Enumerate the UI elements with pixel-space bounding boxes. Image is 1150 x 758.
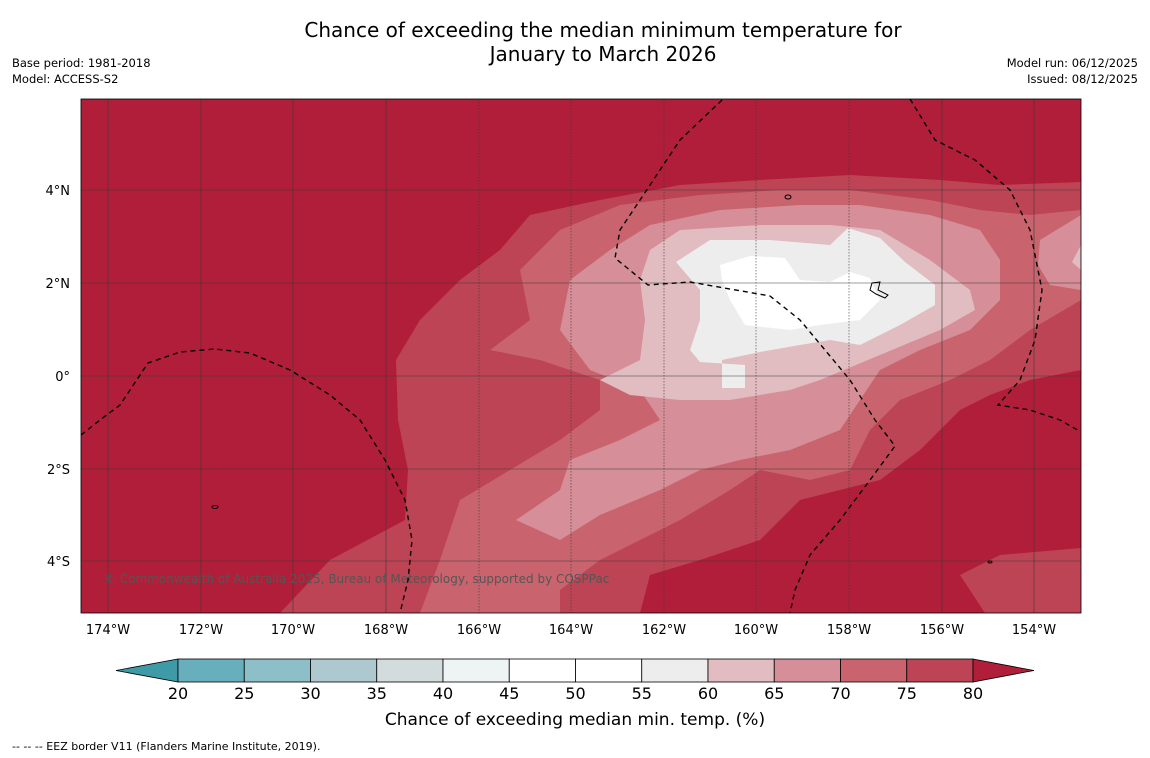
colorbar-segment — [442, 658, 510, 683]
lon-label: 160°W — [734, 623, 778, 638]
title-line-1: Chance of exceeding the median minimum t… — [304, 18, 902, 42]
lon-label: 158°W — [827, 623, 871, 638]
colorbar-segment — [840, 658, 908, 683]
lon-label: 168°W — [364, 623, 408, 638]
colorbar-tick-label: 75 — [897, 684, 917, 703]
lon-label: 174°W — [86, 623, 130, 638]
colorbar-tick-label: 40 — [433, 684, 453, 703]
lat-label: 0° — [55, 370, 70, 385]
band-75-80-east — [960, 548, 1081, 613]
band-60-65-east — [1072, 245, 1081, 270]
colorbar-segment — [773, 658, 841, 683]
base-period: Base period: 1981-2018 — [12, 56, 151, 70]
colorbar-tick-label: 55 — [632, 684, 652, 703]
lon-label: 172°W — [179, 623, 223, 638]
lon-label: 166°W — [457, 623, 501, 638]
colorbar-segment — [310, 658, 378, 683]
colorbar-tick-label: 35 — [367, 684, 387, 703]
longitude-labels: 174°W 172°W 170°W 168°W 166°W 164°W 162°W 160°W… — [86, 623, 1056, 638]
colorbar-segment — [243, 658, 311, 683]
model-name: Model: ACCESS-S2 — [12, 72, 119, 86]
colorbar-segment — [575, 658, 643, 683]
lon-label: 156°W — [920, 623, 964, 638]
colorbar-tick-label: 60 — [698, 684, 718, 703]
eez-borders — [81, 99, 1081, 613]
lon-label: 164°W — [549, 623, 593, 638]
lat-label: 4°S — [47, 555, 70, 570]
lon-label: 162°W — [642, 623, 686, 638]
lat-label: 4°N — [46, 184, 71, 199]
colorbar-tick-label: 30 — [300, 684, 320, 703]
colorbar-tick-label: 25 — [234, 684, 254, 703]
colorbar-extend-low — [115, 658, 179, 683]
meta-right: Model run: 06/12/2025 Issued: 08/12/2025 — [1007, 55, 1138, 87]
colorbar-segment — [707, 658, 775, 683]
colorbar-segment — [376, 658, 444, 683]
band-65-70-east — [1038, 215, 1081, 290]
colorbar: 20 25 30 35 40 45 50 55 60 65 70 75 80 — [115, 658, 1035, 703]
colorbar-segment — [177, 658, 245, 683]
map-frame — [80, 98, 1082, 614]
colorbar-tick-label: 65 — [764, 684, 784, 703]
colorbar-tick-label: 50 — [565, 684, 585, 703]
colorbar-tick-label: 80 — [963, 684, 983, 703]
issued-date: Issued: 08/12/2025 — [1027, 72, 1138, 86]
colorbar-title: Chance of exceeding median min. temp. (%… — [385, 710, 765, 730]
latitude-labels: 4°N 2°N 0° 2°S 4°S — [46, 184, 71, 570]
eez-footnote: -- -- -- EEZ border V11 (Flanders Marine… — [12, 740, 321, 753]
band-50-55 — [720, 256, 880, 330]
colorbar-tick-label: 20 — [168, 684, 188, 703]
lat-label: 2°S — [47, 463, 70, 478]
model-run: Model run: 06/12/2025 — [1006, 56, 1138, 70]
colorbar-tick-label: 45 — [499, 684, 519, 703]
lat-label: 2°N — [46, 277, 71, 292]
lon-label: 170°W — [271, 623, 315, 638]
lon-label: 154°W — [1012, 623, 1056, 638]
colorbar-tick-label: 70 — [830, 684, 850, 703]
colorbar-segment — [508, 658, 576, 683]
map-title: Chance of exceeding the median minimum t… — [0, 18, 1150, 66]
colorbar-segment — [906, 658, 974, 683]
colorbar-segment — [641, 658, 709, 683]
island-outlines — [211, 194, 993, 564]
gridlines — [81, 99, 1081, 613]
meta-left: Base period: 1981-2018 Model: ACCESS-S2 — [12, 55, 151, 87]
copyright-notice: © Commonwealth of Australia 2025, Bureau… — [104, 572, 609, 586]
title-line-2: January to March 2026 — [489, 42, 717, 66]
colorbar-extend-high — [972, 658, 1035, 683]
map-panel — [81, 99, 1081, 613]
